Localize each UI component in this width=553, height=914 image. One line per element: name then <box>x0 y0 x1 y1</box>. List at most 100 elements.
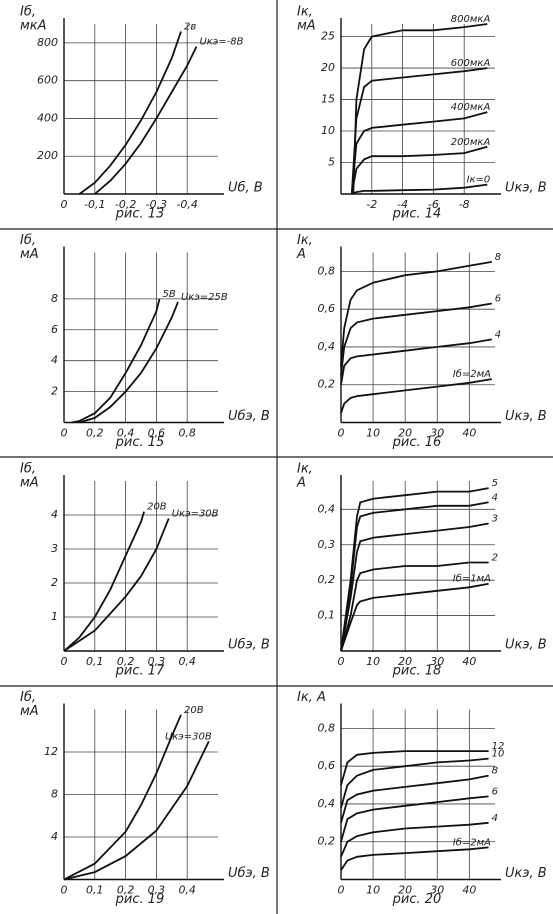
y-tick-label: 0,4 <box>318 502 336 515</box>
x-tick-label: 0,4 <box>178 884 196 897</box>
y-tick-label: 6 <box>51 323 58 336</box>
curve-label: 4 <box>492 492 498 503</box>
curve-label: 800мкА <box>451 14 491 25</box>
y-tick-label: 3 <box>51 542 58 555</box>
x-tick-label: 0,6 <box>148 427 166 440</box>
curve <box>340 582 489 652</box>
x-tick-label: -0,1 <box>84 198 105 211</box>
y-axis-label: мкА <box>20 19 47 34</box>
curve <box>340 795 489 842</box>
caption: рис. 18 <box>392 664 442 679</box>
x-tick-label: 10 <box>366 427 380 440</box>
x-axis-label: Uкэ, В <box>505 866 547 881</box>
x-tick-label: -2 <box>366 198 377 211</box>
x-tick-label: 10 <box>366 655 380 668</box>
curve <box>340 561 489 652</box>
x-tick-label: 30 <box>430 655 444 668</box>
y-axis-label: Iк, <box>297 462 313 477</box>
curve <box>340 501 489 652</box>
curve <box>340 487 489 652</box>
x-tick-label: 0,2 <box>117 884 135 897</box>
y-tick-label: 5 <box>328 156 335 169</box>
x-tick-label: 0,3 <box>148 884 166 897</box>
curve-label: Uкэ=30В <box>165 731 212 742</box>
x-tick-label: -4 <box>397 198 408 211</box>
curve <box>63 511 145 652</box>
y-tick-label: 4 <box>51 508 58 521</box>
curve-label: Uкэ=25В <box>181 292 228 303</box>
x-tick-label: 0 <box>61 655 68 668</box>
x-tick-label: 30 <box>430 427 444 440</box>
x-tick-label: -8 <box>459 198 470 211</box>
y-tick-label: 2 <box>51 385 58 398</box>
curve-label: 6 <box>492 786 498 797</box>
x-axis-label: Uб, В <box>228 181 263 196</box>
x-tick-label: 0,1 <box>86 884 104 897</box>
y-tick-label: 4 <box>51 830 58 843</box>
curve <box>350 67 488 195</box>
y-tick-label: 0,2 <box>318 378 336 391</box>
curve <box>340 750 489 786</box>
y-tick-label: 15 <box>321 93 335 106</box>
curve-label: 10 <box>492 749 505 760</box>
y-axis-label: Iк, <box>297 233 313 248</box>
curve-label: Iб=1мА <box>453 573 491 585</box>
curve <box>350 111 488 195</box>
curve <box>340 757 489 808</box>
y-tick-label: 0,2 <box>318 573 336 586</box>
x-tick-label: 20 <box>398 655 412 668</box>
y-tick-label: 25 <box>321 30 335 43</box>
x-tick-label: 0 <box>338 427 345 440</box>
y-tick-label: 0,8 <box>318 264 336 277</box>
curve-label: 5В <box>162 289 175 300</box>
curve-label: 5 <box>492 478 498 489</box>
curve <box>94 46 198 195</box>
x-tick-label: -0,2 <box>115 198 136 211</box>
x-tick-label: 40 <box>462 427 476 440</box>
y-tick-label: 12 <box>44 745 58 758</box>
x-tick-label: 0 <box>61 884 68 897</box>
y-tick-label: 10 <box>321 124 335 137</box>
y-tick-label: 8 <box>51 788 58 801</box>
y-axis-label: мА <box>20 247 39 262</box>
caption: рис. 19 <box>115 892 165 907</box>
y-axis-label: мА <box>20 704 39 719</box>
x-tick-label: 40 <box>462 884 476 897</box>
x-tick-label: 0 <box>61 198 68 211</box>
y-axis-label: Iб, <box>20 462 36 477</box>
caption: рис. 20 <box>392 892 442 907</box>
y-tick-label: 0,1 <box>318 609 336 622</box>
curve-label: 20В <box>184 705 204 716</box>
caption: рис. 15 <box>115 435 165 450</box>
y-tick-label: 200 <box>37 149 58 162</box>
curve-label: 2в <box>184 22 196 33</box>
y-tick-label: 8 <box>51 292 58 305</box>
curve <box>340 302 492 376</box>
y-tick-label: 0,4 <box>318 797 336 810</box>
caption: рис. 16 <box>392 435 442 450</box>
curve <box>340 821 489 858</box>
curve <box>340 378 492 414</box>
x-tick-label: -0,4 <box>176 198 197 211</box>
curve-label: 20В <box>147 502 167 513</box>
y-tick-label: 0,8 <box>318 721 336 734</box>
curve <box>350 145 488 195</box>
x-tick-label: 0,4 <box>117 427 135 440</box>
x-tick-label: 0 <box>338 884 345 897</box>
y-axis-label: А <box>296 247 306 262</box>
curve <box>71 298 161 424</box>
x-tick-label: 0 <box>338 655 345 668</box>
y-axis-label: Iк, А <box>297 690 326 705</box>
x-axis-label: Uбэ, В <box>228 638 270 653</box>
y-tick-label: 20 <box>321 61 335 74</box>
y-tick-label: 800 <box>37 36 58 49</box>
curve-label: Uкэ=30В <box>172 508 219 519</box>
curve-label: 8 <box>492 766 498 777</box>
x-axis-label: Uкэ, В <box>505 638 547 653</box>
curve <box>78 31 182 195</box>
curve-label: 6 <box>495 294 501 305</box>
x-tick-label: 10 <box>366 884 380 897</box>
x-tick-label: -6 <box>428 198 439 211</box>
curve <box>63 518 170 652</box>
curve-label: Iб=2мА <box>453 368 491 380</box>
